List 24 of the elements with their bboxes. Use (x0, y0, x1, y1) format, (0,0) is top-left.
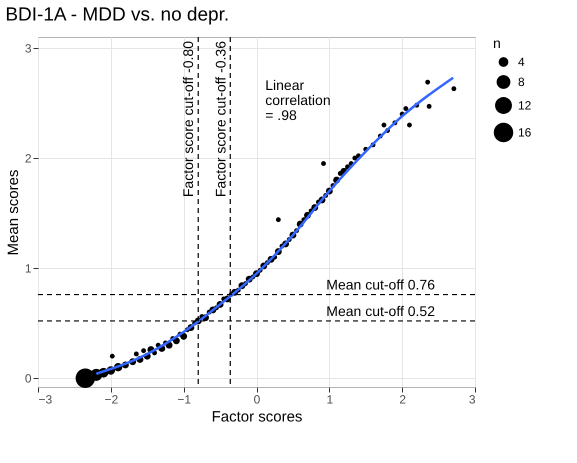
y-axis-title: Mean scores (4, 170, 22, 256)
ref-line-label: Mean cut-off 0.76 (326, 276, 436, 293)
x-tick-label: −3 (38, 392, 53, 406)
x-tick-label: 2 (399, 392, 406, 406)
legend-title: n (493, 35, 501, 51)
chart-title: BDI-1A - MDD vs. no depr. (5, 4, 230, 26)
x-tick-label: −1 (177, 392, 192, 406)
x-axis-title: Factor scores (212, 408, 302, 426)
legend-label: 8 (518, 75, 525, 89)
legend-label: 4 (518, 55, 525, 69)
x-tick-label: 0 (254, 392, 261, 406)
legend-label: 12 (518, 98, 532, 112)
y-tick-label: 3 (24, 42, 32, 56)
ref-line-label: Mean cut-off 0.52 (326, 302, 436, 319)
ref-line-label: Factor score cut-off -0.36 (212, 40, 228, 198)
annotation: Linear correlation = .98 (265, 77, 331, 123)
x-tick-label: 3 (468, 392, 476, 406)
y-tick-label: 0 (24, 372, 32, 386)
x-tick-label: 1 (326, 392, 334, 406)
x-tick-label: −2 (104, 392, 118, 406)
ref-line-label: Factor score cut-off -0.80 (180, 40, 196, 198)
legend-label: 16 (518, 126, 532, 140)
y-tick-label: 1 (24, 262, 32, 276)
y-tick-label: 2 (24, 152, 32, 166)
